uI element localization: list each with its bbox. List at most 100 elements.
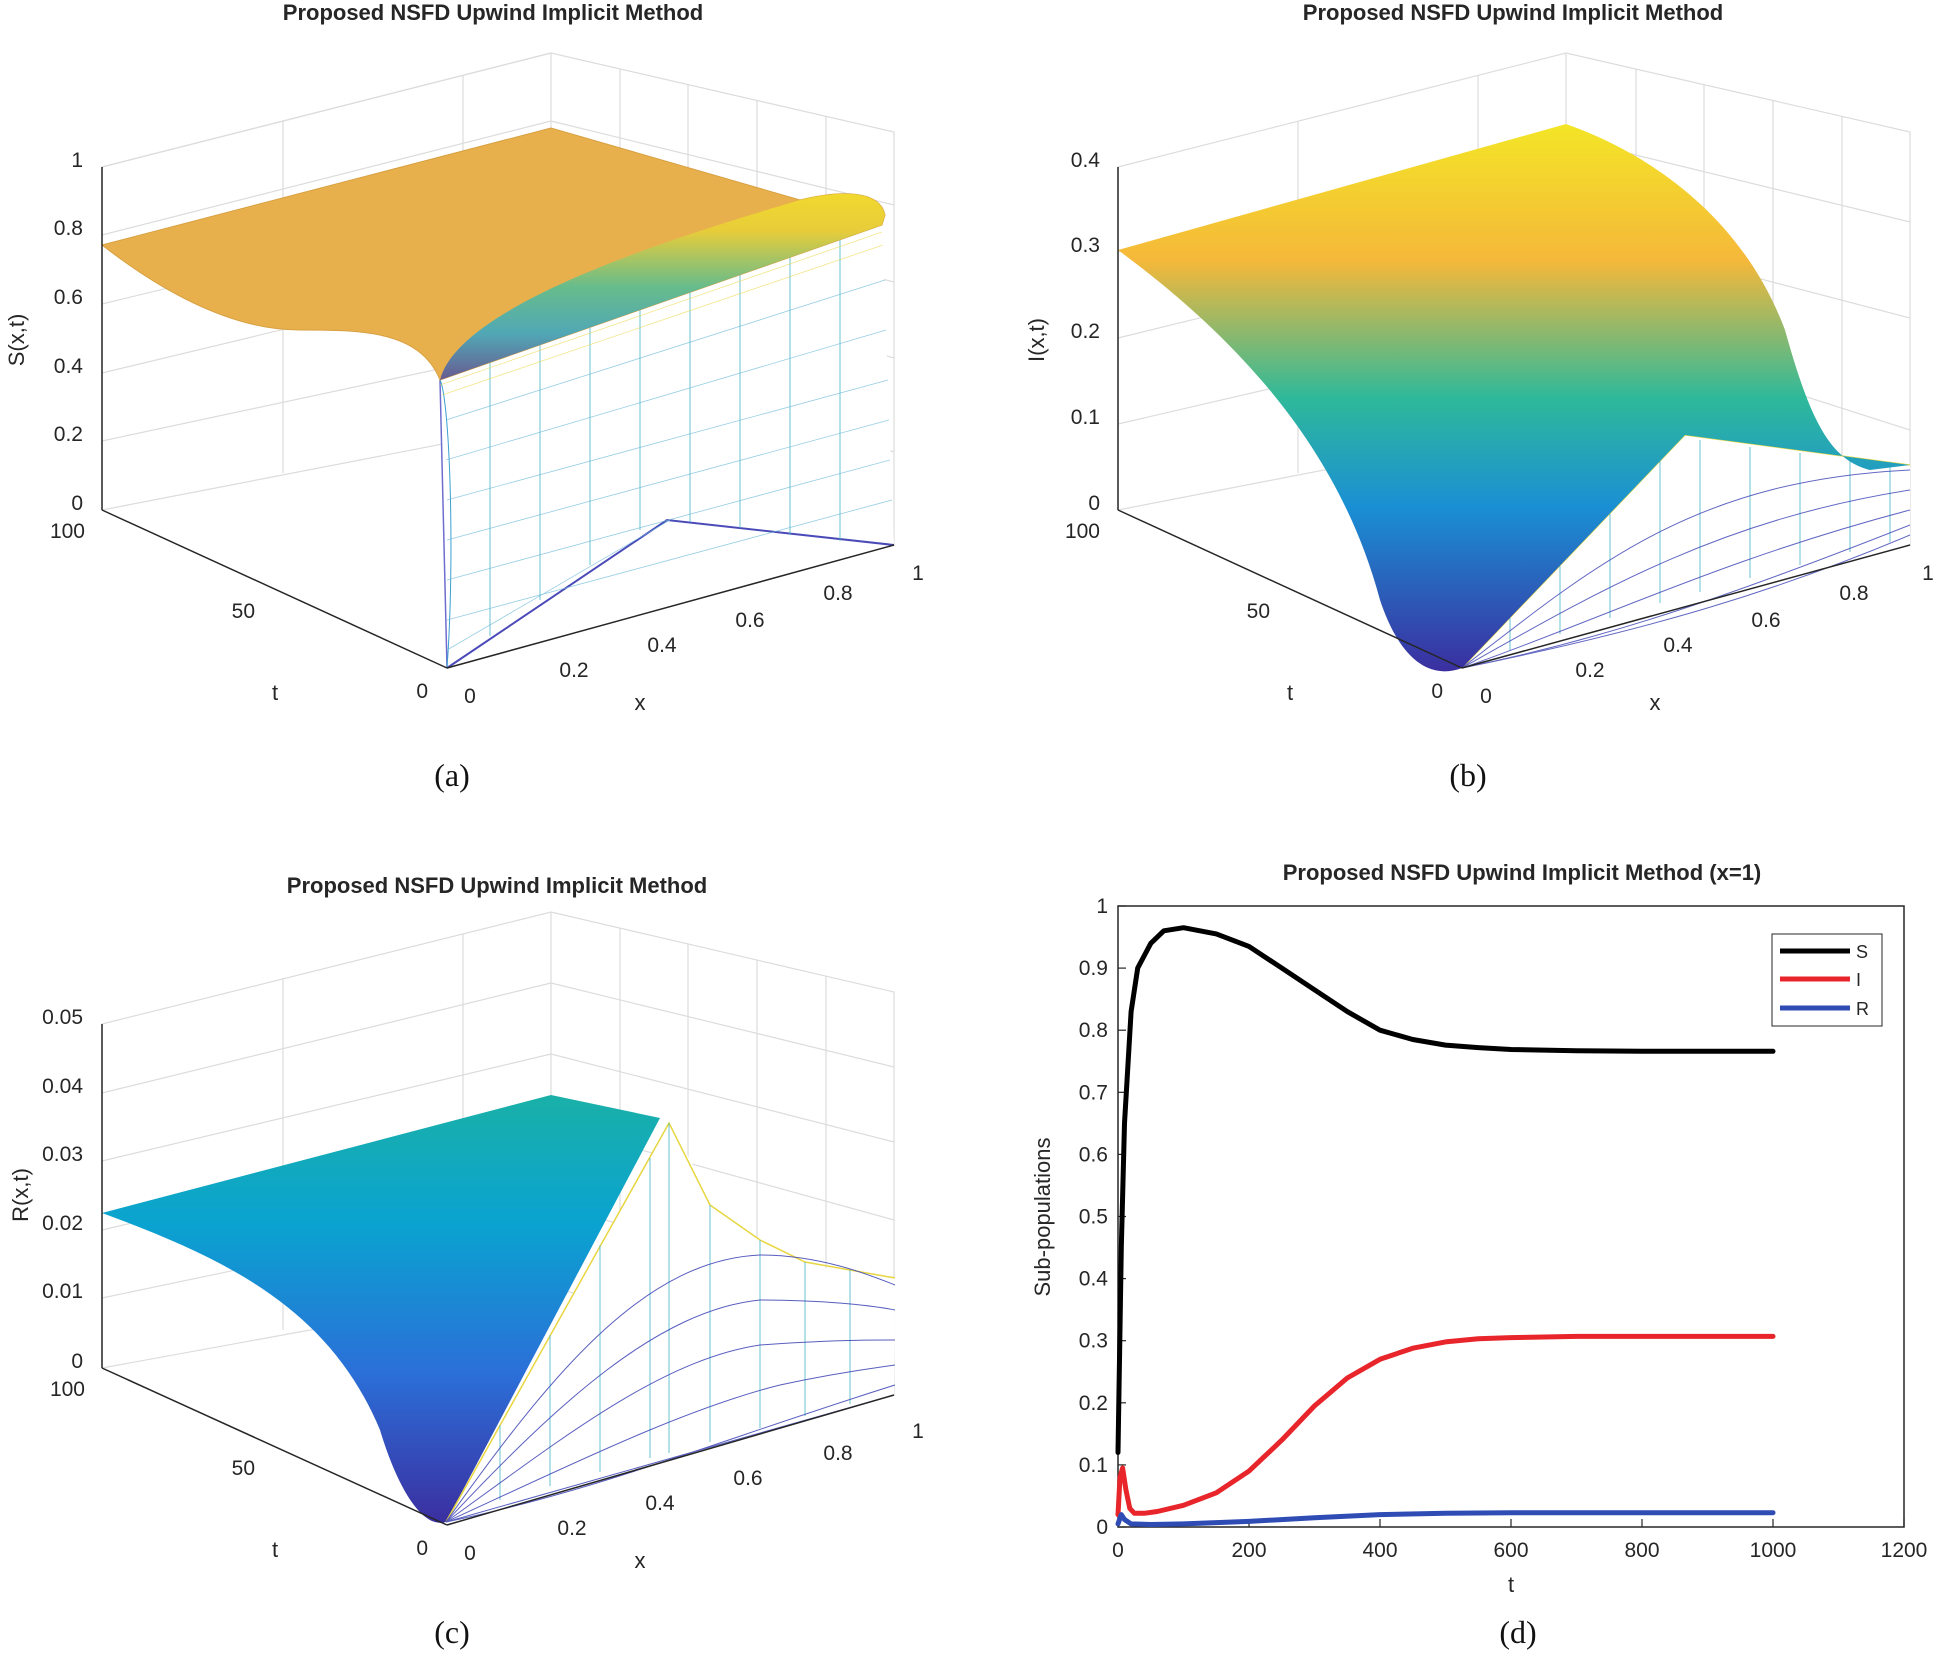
series-line-s: [1115, 925, 1776, 1455]
panel-b-mesh: [1461, 434, 1911, 669]
panel-a-tticks: 0 50 100: [50, 520, 428, 703]
panel-b-zlabel: I(x,t): [1024, 318, 1049, 362]
panel-c-ztick: 0.04: [42, 1075, 83, 1098]
panel-b-title: Proposed NSFD Upwind Implicit Method: [1303, 0, 1723, 25]
panel-a-xtick: 0: [464, 685, 476, 708]
panel-c-ztick: 0.02: [42, 1212, 83, 1235]
y-tick-label: 0.3: [1079, 1330, 1108, 1353]
panel-a-xtick: 0.8: [823, 582, 852, 605]
panel-a: Proposed NSFD Upwind Implicit Method: [4, 0, 924, 793]
panel-b-ttick: 100: [1065, 520, 1100, 543]
panel-d-yticks: 0 0.1 0.2 0.3 0.4 0.5 0.6 0.7 0.8 0.9 1: [1079, 895, 1126, 1539]
panel-d-caption: (d): [1499, 1614, 1536, 1650]
panel-c-xticks: 0 0.2 0.4 0.6 0.8 1: [464, 1420, 924, 1565]
panel-a-ttick: 0: [416, 680, 428, 703]
y-tick-label: 0.7: [1079, 1081, 1108, 1104]
panel-a-xticks: 0 0.2 0.4 0.6 0.8 1: [464, 562, 924, 708]
panel-c-ttick: 50: [232, 1457, 255, 1480]
y-tick-label: 1: [1096, 895, 1108, 918]
panel-c-ttick: 0: [416, 1537, 428, 1560]
panel-a-axes: [101, 167, 895, 669]
panel-c-zlabel: R(x,t): [8, 1168, 33, 1222]
panel-c: Proposed NSFD Upwind Implicit Method: [8, 873, 924, 1650]
y-tick-label: 0: [1096, 1516, 1108, 1539]
panel-d-title: Proposed NSFD Upwind Implicit Method (x=…: [1283, 860, 1762, 885]
panel-c-ztick: 0.01: [42, 1280, 83, 1303]
panel-d-xlabel: t: [1508, 1572, 1514, 1597]
panel-c-xtick: 0: [464, 1542, 476, 1565]
y-tick-label: 0.1: [1079, 1454, 1108, 1477]
panel-a-ztick: 0: [71, 492, 83, 515]
panel-c-xlabel: x: [635, 1548, 646, 1573]
panel-b-ttick: 0: [1431, 680, 1443, 703]
panel-c-ttick: 100: [50, 1378, 85, 1401]
panel-a-xlabel: x: [635, 690, 646, 715]
panel-c-caption: (c): [434, 1614, 470, 1650]
panel-c-tticks: 0 50 100: [50, 1378, 428, 1560]
panel-a-xtick: 0.6: [735, 609, 764, 632]
panel-c-title: Proposed NSFD Upwind Implicit Method: [287, 873, 707, 898]
panel-a-ttick: 50: [232, 600, 255, 623]
panel-b-xticks: 0 0.2 0.4 0.6 0.8 1: [1480, 562, 1934, 708]
panel-b-ztick: 0: [1088, 492, 1100, 515]
panel-b-zticks: 0 0.1 0.2 0.3 0.4: [1071, 149, 1101, 515]
panel-d: Proposed NSFD Upwind Implicit Method (x=…: [1030, 860, 1927, 1650]
panel-c-axes: [101, 1024, 895, 1526]
y-tick-label: 0.9: [1079, 957, 1108, 980]
panel-d-series: [1115, 925, 1776, 1527]
panel-a-ztick: 0.6: [54, 286, 83, 309]
panel-a-caption: (a): [434, 757, 470, 793]
panel-d-ylabel: Sub-populations: [1030, 1137, 1055, 1296]
x-tick-label: 1200: [1881, 1539, 1928, 1562]
panel-a-ztick: 0.2: [54, 423, 83, 446]
panel-b-surface: [1118, 124, 1910, 672]
y-tick-label: 0.5: [1079, 1206, 1108, 1229]
panel-b: Proposed NSFD Upwind Implicit Method: [1024, 0, 1934, 793]
y-tick-label: 0.6: [1079, 1143, 1108, 1166]
panel-a-ttick: 100: [50, 520, 85, 543]
panel-b-xlabel: x: [1650, 690, 1661, 715]
y-tick-label: 0.8: [1079, 1019, 1108, 1042]
legend-label-s: S: [1856, 942, 1868, 962]
panel-c-xtick: 0.2: [557, 1517, 586, 1540]
panel-b-xtick: 1: [1922, 562, 1934, 585]
panel-b-tlabel: t: [1287, 680, 1293, 705]
panel-a-mesh: [439, 225, 895, 669]
x-tick-label: 0: [1112, 1539, 1124, 1562]
panel-b-ttick: 50: [1247, 600, 1270, 623]
panel-d-xticks: 0 200 400 600 800 1000 1200: [1112, 1519, 1927, 1562]
panel-c-xtick: 0.4: [645, 1492, 675, 1515]
panel-c-ztick: 0.05: [42, 1006, 83, 1029]
panel-a-tlabel: t: [272, 680, 278, 705]
y-tick-label: 0.4: [1079, 1268, 1109, 1291]
panel-a-title: Proposed NSFD Upwind Implicit Method: [283, 0, 703, 25]
panel-a-xtick: 1: [912, 562, 924, 585]
panel-a-zlabel: S(x,t): [4, 314, 29, 367]
panel-c-ztick: 0: [71, 1350, 83, 1373]
panel-d-legend: S I R: [1771, 933, 1883, 1027]
panel-b-xtick: 0.8: [1839, 582, 1868, 605]
panel-b-ztick: 0.1: [1071, 406, 1100, 429]
panel-b-xtick: 0: [1480, 685, 1492, 708]
panel-b-xtick: 0.4: [1663, 634, 1693, 657]
panel-c-zticks: 0 0.01 0.02 0.03 0.04 0.05: [42, 1006, 83, 1373]
panel-c-xtick: 1: [912, 1420, 924, 1443]
panel-b-xtick: 0.2: [1575, 659, 1604, 682]
legend-label-i: I: [1856, 970, 1861, 990]
panel-b-tticks: 0 50 100: [1065, 520, 1443, 703]
panel-c-xtick: 0.6: [733, 1467, 762, 1490]
y-tick-label: 0.2: [1079, 1392, 1108, 1415]
panel-a-xtick: 0.4: [647, 634, 677, 657]
panel-b-ztick: 0.4: [1071, 149, 1101, 172]
panel-c-ztick: 0.03: [42, 1143, 83, 1166]
panel-c-xtick: 0.8: [823, 1442, 852, 1465]
panel-b-axes: [1117, 167, 1911, 669]
x-tick-label: 800: [1624, 1539, 1659, 1562]
panel-b-ztick: 0.2: [1071, 320, 1100, 343]
x-tick-label: 1000: [1750, 1539, 1797, 1562]
panel-b-xtick: 0.6: [1751, 609, 1780, 632]
x-tick-label: 200: [1231, 1539, 1266, 1562]
panel-a-ztick: 0.4: [54, 355, 84, 378]
legend-label-r: R: [1856, 999, 1869, 1019]
